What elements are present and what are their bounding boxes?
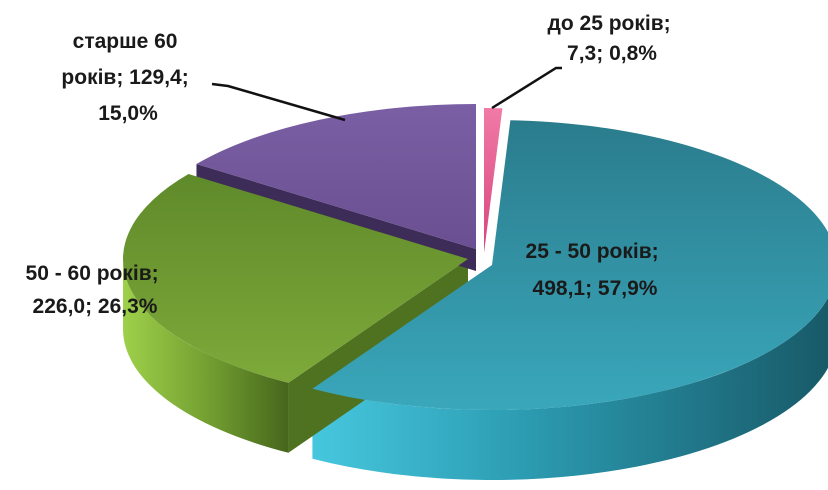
leader-lines	[211, 66, 562, 122]
slice-2	[123, 174, 469, 383]
slice-side-1	[312, 297, 828, 480]
leader-slice-3	[211, 82, 346, 122]
slice-3	[196, 104, 476, 249]
label-slice-3: старше 60 років; 129,4; 15,0%	[61, 30, 194, 125]
leader-slice-0	[491, 66, 562, 110]
slice-side-2	[123, 259, 289, 453]
slice-0	[484, 108, 503, 253]
slice-1	[312, 120, 828, 410]
pie-tops	[123, 104, 828, 410]
label-slice-2: 50 - 60 років; 226,0; 26,3%	[26, 262, 165, 318]
label-slice-0: до 25 років; 7,3; 0,8%	[548, 12, 677, 65]
label-slice-1: 25 - 50 років; 498,1; 57,9%	[526, 240, 665, 300]
